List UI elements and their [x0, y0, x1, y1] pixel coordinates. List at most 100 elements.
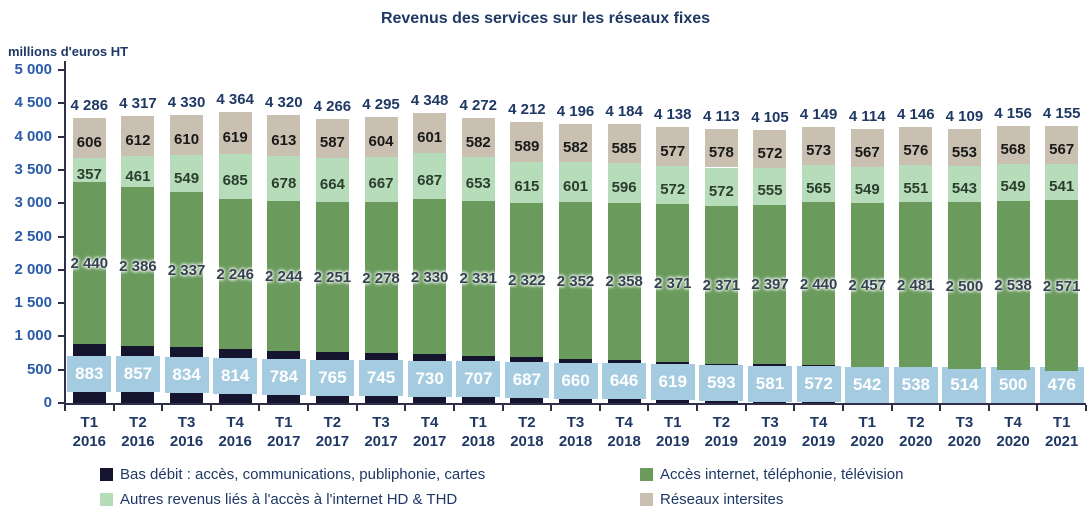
bar-segment-1	[218, 199, 252, 349]
bar-segment-1	[607, 202, 641, 360]
segment-value-label: 664	[319, 176, 345, 194]
segment-value-label: 549	[1000, 178, 1026, 196]
x-category-label: T2 2017	[315, 414, 350, 450]
segment-value-label: 553	[951, 143, 977, 161]
y-axis-line	[64, 61, 66, 405]
x-axis-line	[64, 403, 1086, 405]
bar-segment-1	[315, 202, 349, 353]
segment-value-label: 2 246	[216, 265, 254, 283]
segment-value-label: 606	[76, 133, 102, 151]
bar-segment-3	[607, 124, 641, 164]
bar-segment-3	[364, 117, 398, 158]
x-axis-tick	[64, 405, 66, 411]
segment-value-label: 610	[174, 130, 200, 148]
x-axis-tick	[112, 405, 115, 411]
bar-segment-2	[899, 165, 933, 202]
bar-segment-1	[510, 202, 544, 358]
bar-segment-3	[72, 117, 106, 158]
segment-value-label: 2 386	[119, 258, 157, 276]
segment-value-label: 587	[319, 134, 345, 152]
bar-segment-2	[267, 156, 301, 202]
segment-value-label: 2 500	[945, 277, 984, 295]
segment-value-label: 613	[271, 131, 297, 149]
y-axis-tick-label: 1 000	[14, 327, 52, 345]
segment-value-label: 2 457	[848, 277, 886, 295]
x-category-label: T1 2017	[267, 414, 301, 450]
bar-segment-1	[559, 202, 592, 360]
y-axis-tick	[58, 268, 65, 271]
legend-swatch-icon	[100, 468, 113, 481]
bar-segment-2	[850, 166, 884, 204]
x-category-label: T4 2016	[218, 414, 252, 450]
segment-value-label: 883	[67, 355, 112, 392]
segment-value-label: 568	[1000, 141, 1026, 159]
bar-segment-3	[267, 115, 301, 157]
segment-value-label: 572	[660, 180, 686, 198]
x-axis-tick	[307, 405, 310, 411]
x-axis-tick	[890, 405, 893, 411]
y-axis-tick	[58, 402, 65, 404]
x-axis-tick	[744, 405, 747, 411]
segment-value-label: 2 440	[70, 254, 109, 272]
bar-segment-3	[510, 122, 544, 162]
y-axis-tick	[58, 202, 65, 205]
bar-total-label: 4 272	[459, 97, 498, 115]
y-axis-tick-label: 3 500	[14, 160, 52, 178]
bar-segment-2	[996, 164, 1030, 201]
segment-value-label: 2 322	[508, 271, 546, 289]
bar-segment-2	[461, 157, 495, 201]
segment-value-label: 582	[562, 138, 589, 156]
bar-total-label: 4 212	[508, 101, 546, 119]
segment-value-label: 585	[611, 139, 637, 157]
segment-value-label: 615	[514, 178, 540, 196]
segment-value-label: 2 481	[897, 276, 935, 294]
y-axis-tick	[58, 135, 65, 138]
x-axis-tick	[209, 405, 212, 411]
y-axis-tick-label: 4 000	[14, 127, 52, 145]
bar-segment-2	[1045, 164, 1079, 201]
x-axis-tick	[987, 405, 990, 411]
bar-total-label: 4 348	[410, 92, 449, 110]
legend-swatch-icon	[100, 493, 113, 506]
bar-segment-1	[267, 201, 301, 351]
segment-value-label: 500	[991, 367, 1036, 403]
bar-segment-3	[899, 126, 933, 166]
bar-segment-3	[996, 126, 1030, 165]
x-axis-tick	[355, 405, 358, 411]
x-category-label: T1 2019	[656, 414, 690, 450]
legend-label: Autres revenus liés à l'accès à l'intern…	[120, 491, 458, 508]
bar-segment-2	[315, 157, 349, 203]
segment-value-label: 549	[854, 180, 880, 198]
segment-value-label: 601	[417, 129, 443, 147]
x-axis-tick	[1036, 405, 1039, 411]
segment-value-label: 687	[504, 362, 549, 399]
segment-value-label: 2 244	[265, 268, 303, 286]
x-category-label: T3 2016	[169, 414, 204, 450]
segment-value-label: 572	[796, 365, 841, 402]
y-axis-tick-label: 3 000	[14, 194, 52, 212]
x-axis-tick	[550, 405, 553, 411]
segment-value-label: 660	[553, 363, 598, 400]
legend-item-3: Réseaux intersites	[640, 491, 783, 508]
bar-segment-3	[218, 112, 252, 154]
x-axis-tick	[647, 405, 650, 411]
x-axis-tick	[501, 405, 504, 411]
segment-value-label: 357	[76, 165, 102, 183]
x-category-label: T2 2020	[899, 414, 933, 450]
bar-total-label: 4 113	[702, 108, 740, 125]
y-axis-tick	[58, 335, 65, 338]
y-axis-tick	[58, 235, 65, 238]
segment-value-label: 572	[708, 182, 734, 200]
x-category-label: T2 2019	[704, 414, 739, 450]
bar-segment-2	[510, 161, 544, 203]
bar-segment-1	[413, 199, 447, 355]
segment-value-label: 2 371	[702, 276, 741, 294]
bar-total-label: 4 330	[167, 93, 206, 111]
bar-segment-2	[802, 164, 836, 203]
x-category-label: T3 2017	[364, 414, 398, 450]
bar-segment-3	[802, 126, 836, 165]
chart-title: Revenus des services sur les réseaux fix…	[380, 10, 711, 27]
bar-segment-3	[559, 123, 592, 163]
bar-segment-1	[656, 203, 690, 362]
